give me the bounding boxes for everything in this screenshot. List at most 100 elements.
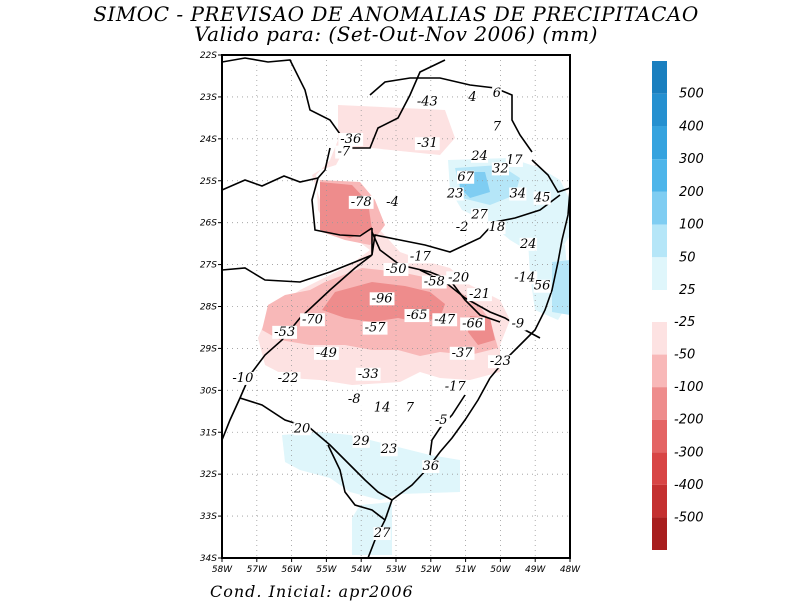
value-label: 27: [373, 526, 391, 541]
value-label: -58: [424, 275, 445, 290]
colorbar-label: -100: [674, 380, 704, 395]
value-label: 32: [492, 161, 509, 176]
value-label: -47: [434, 312, 456, 327]
value-label-bg: [362, 321, 388, 335]
map-title: SIMOC - PREVISAO DE ANOMALIAS DE PRECIPI…: [93, 2, 699, 26]
value-label: 24: [519, 237, 537, 252]
value-label-bg: [492, 120, 502, 134]
border-uruguay-interior: [327, 444, 386, 521]
coast-sc: [489, 189, 570, 379]
value-label-bg: [373, 527, 391, 541]
colorbar-label: -25: [674, 315, 695, 330]
value-label: 24: [470, 149, 488, 164]
lon-tick-label: 48W: [560, 565, 581, 575]
colorbar-label: 100: [679, 218, 704, 233]
value-label: -21: [469, 287, 490, 302]
value-label: 14: [374, 400, 391, 415]
lon-tick-label: 50W: [490, 565, 511, 575]
colorbar-label: 50: [679, 250, 696, 265]
value-label: -17: [445, 379, 467, 394]
value-label-bg: [275, 371, 301, 385]
lon-tick-label: 53W: [386, 565, 407, 575]
value-label-bg: [467, 91, 478, 105]
colorbar: 500 400 300 200 100 50 25 -25 -50 -100 -200 -300 -40…: [652, 61, 704, 550]
value-label-bg: [446, 187, 464, 201]
value-label-bg: [432, 313, 458, 327]
value-label-bg: [533, 279, 551, 293]
colorbar-label: -50: [674, 348, 695, 363]
value-label: 18: [489, 220, 506, 235]
value-label: -70: [302, 312, 323, 327]
value-label-bg: [383, 195, 402, 209]
value-label: -31: [417, 136, 438, 151]
value-label: -22: [278, 371, 299, 386]
lat-tick-label: 29S: [200, 344, 217, 354]
value-label-bg: [509, 187, 527, 201]
lat-tick-label: 24S: [200, 135, 217, 145]
value-label-bg: [512, 271, 538, 285]
longitude-axis: 58W 57W 56W 55W 54W 53W 52W 51W 50W 49W 48W: [212, 558, 581, 575]
lat-tick-label: 28S: [200, 303, 217, 313]
value-label: 4: [467, 90, 476, 105]
lon-tick-label: 55W: [316, 565, 337, 575]
colorbar-label: 400: [679, 119, 704, 134]
value-label-bg: [492, 86, 502, 100]
colorbar-segment-negative: [652, 387, 667, 420]
value-label: 34: [510, 187, 527, 202]
colorbar-label: -300: [674, 445, 704, 460]
lon-tick-label: 58W: [212, 565, 233, 575]
value-label: 56: [534, 279, 551, 294]
colorbar-segment-positive: [652, 159, 667, 192]
lat-tick-label: 25S: [200, 177, 217, 187]
shade-positive-medium: [552, 260, 570, 315]
colorbar-segment-positive: [652, 126, 667, 160]
value-label: 17: [506, 153, 523, 168]
value-label: -96: [372, 291, 393, 306]
value-label: 36: [423, 459, 440, 474]
value-label-bg: [449, 346, 475, 360]
lat-tick-label: 32S: [200, 470, 217, 480]
value-label-bg: [519, 237, 537, 251]
value-label-bg: [348, 195, 374, 209]
value-label-bg: [422, 459, 440, 473]
colorbar-label: 300: [679, 152, 704, 167]
colorbar-segment-positive: [652, 93, 667, 127]
colorbar-label: -400: [674, 478, 704, 493]
value-label-bg: [446, 271, 472, 285]
value-label-bg: [300, 313, 325, 327]
value-label: -2: [456, 220, 469, 235]
colorbar-segment-positive: [652, 61, 667, 94]
colorbar-segment-negative: [652, 517, 667, 550]
value-label: -36: [340, 132, 361, 147]
value-label: -78: [351, 195, 372, 210]
value-label-bg: [509, 317, 527, 331]
value-label: 7: [406, 400, 415, 415]
value-label: -33: [358, 367, 379, 382]
value-label-bg: [380, 443, 398, 457]
value-label-bg: [505, 153, 523, 167]
value-label-bg: [470, 149, 489, 163]
value-label: -49: [316, 346, 337, 361]
shade-positive-light: [282, 432, 460, 500]
lat-tick-label: 31S: [200, 428, 217, 438]
lagoa-dos-patos: [429, 394, 466, 456]
lon-tick-label: 56W: [281, 565, 302, 575]
value-label: 20: [293, 421, 311, 436]
border-paraguay-argentina: [222, 254, 373, 283]
lat-tick-label: 23S: [200, 93, 217, 103]
value-label-bg: [404, 309, 430, 323]
value-label: -10: [232, 371, 253, 386]
value-label: 29: [352, 434, 370, 449]
value-label-bg: [453, 221, 471, 235]
value-label-bg: [369, 292, 395, 306]
shade-positive-light: [352, 502, 392, 555]
value-label: 45: [533, 191, 551, 206]
lon-tick-label: 51W: [455, 565, 476, 575]
value-label-bg: [272, 325, 298, 339]
border-uruguay-rs: [239, 397, 393, 501]
colorbar-label: 200: [679, 185, 704, 200]
value-label: 6: [493, 86, 501, 101]
border-paraguay: [222, 175, 319, 191]
